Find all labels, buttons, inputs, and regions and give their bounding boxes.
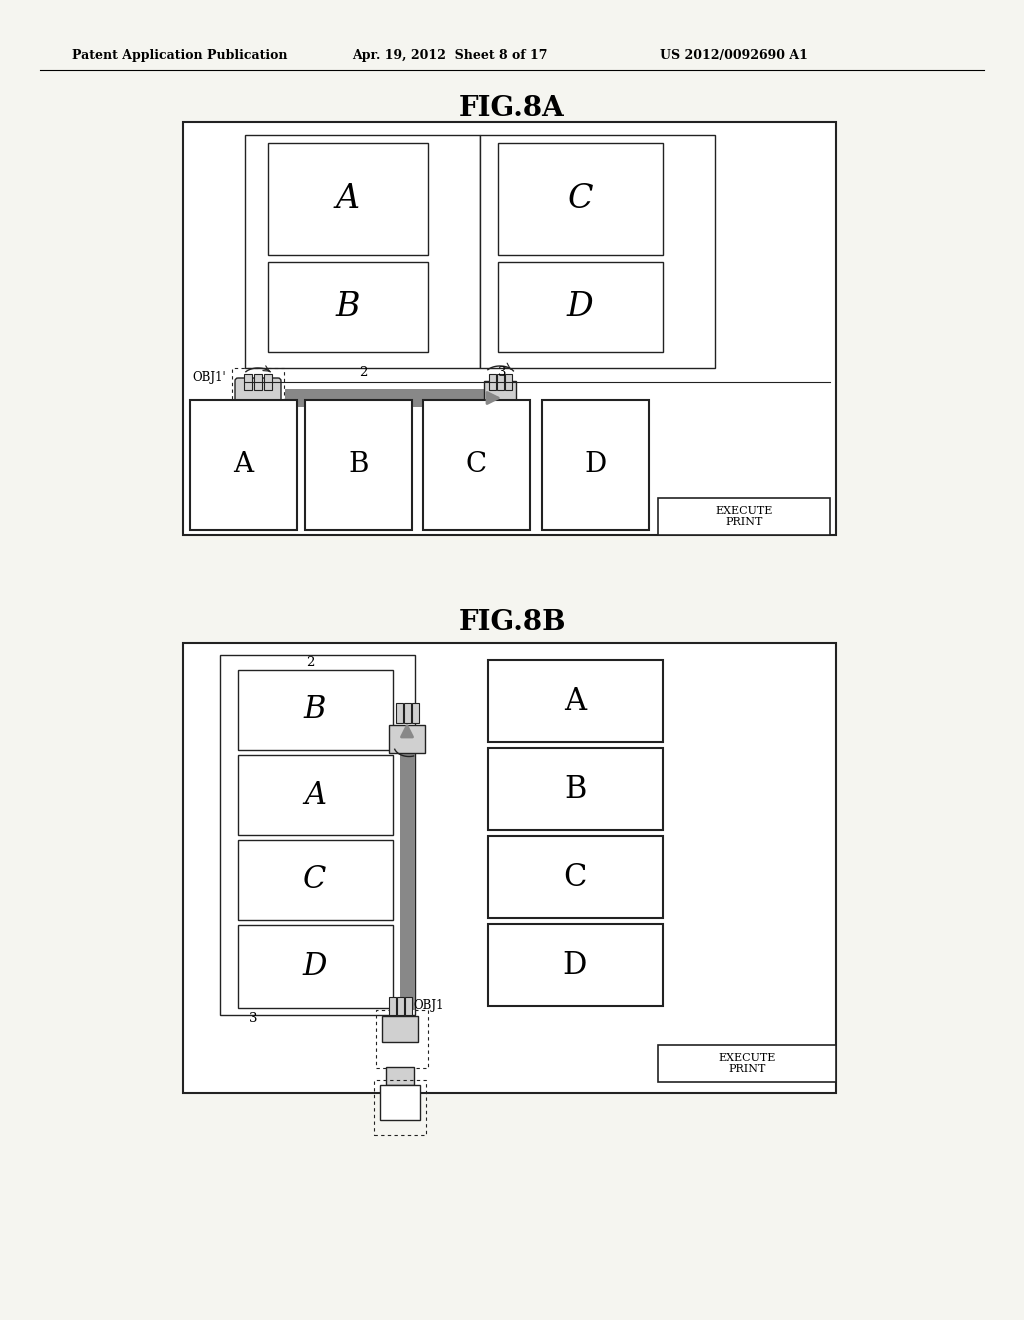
- Bar: [245, 135, 480, 368]
- Text: A: A: [336, 183, 360, 215]
- Bar: [505, 374, 512, 389]
- Text: B: B: [336, 290, 360, 323]
- Text: 3: 3: [498, 367, 507, 380]
- Text: D: D: [566, 290, 593, 323]
- Bar: [498, 261, 663, 352]
- Bar: [484, 381, 516, 409]
- Bar: [406, 997, 412, 1015]
- Bar: [183, 121, 836, 535]
- Bar: [397, 997, 404, 1015]
- Bar: [238, 840, 393, 920]
- Bar: [232, 368, 284, 422]
- Bar: [488, 836, 663, 917]
- Bar: [220, 655, 415, 1015]
- Bar: [488, 924, 663, 1006]
- Text: 3: 3: [249, 1011, 257, 1024]
- Text: Patent Application Publication: Patent Application Publication: [72, 49, 288, 62]
- Bar: [238, 925, 393, 1008]
- Text: C: C: [567, 183, 593, 215]
- Text: OBJ1: OBJ1: [413, 998, 443, 1011]
- Bar: [238, 671, 393, 750]
- Text: FIG.8B: FIG.8B: [459, 609, 565, 635]
- Bar: [374, 1080, 426, 1135]
- Text: 2: 2: [358, 367, 368, 380]
- Bar: [389, 725, 425, 752]
- Text: Apr. 19, 2012  Sheet 8 of 17: Apr. 19, 2012 Sheet 8 of 17: [352, 49, 548, 62]
- Bar: [190, 400, 297, 531]
- Bar: [389, 997, 396, 1015]
- Text: B: B: [564, 774, 586, 804]
- FancyBboxPatch shape: [234, 378, 281, 412]
- Bar: [658, 1045, 836, 1082]
- Bar: [488, 748, 663, 830]
- Bar: [399, 725, 415, 1010]
- Bar: [498, 143, 663, 255]
- Bar: [376, 1010, 428, 1068]
- Text: A: A: [304, 780, 326, 810]
- Text: EXECUTE
PRINT: EXECUTE PRINT: [716, 506, 773, 527]
- Text: A: A: [564, 685, 586, 717]
- Bar: [244, 374, 252, 389]
- Bar: [285, 389, 488, 407]
- Bar: [396, 704, 403, 723]
- Bar: [264, 374, 272, 389]
- Bar: [183, 643, 836, 1093]
- Bar: [404, 704, 411, 723]
- Bar: [305, 400, 412, 531]
- Bar: [412, 704, 419, 723]
- Text: B: B: [348, 451, 369, 479]
- Bar: [497, 374, 504, 389]
- Text: OBJ1': OBJ1': [193, 371, 225, 384]
- Text: B: B: [304, 694, 327, 726]
- Text: A: A: [233, 451, 254, 479]
- Bar: [268, 143, 428, 255]
- Text: C: C: [466, 451, 487, 479]
- Bar: [380, 1085, 420, 1119]
- Text: US 2012/0092690 A1: US 2012/0092690 A1: [660, 49, 808, 62]
- Bar: [489, 374, 496, 389]
- Bar: [382, 1016, 418, 1041]
- Bar: [386, 1067, 414, 1085]
- Bar: [488, 660, 663, 742]
- Bar: [268, 261, 428, 352]
- Bar: [658, 498, 830, 535]
- Bar: [542, 400, 649, 531]
- Text: D: D: [303, 950, 328, 982]
- Bar: [238, 755, 393, 836]
- Text: FIG.8A: FIG.8A: [459, 95, 565, 121]
- Bar: [254, 374, 262, 389]
- Bar: [480, 135, 715, 368]
- Text: C: C: [303, 865, 327, 895]
- Text: 2: 2: [306, 656, 314, 668]
- Text: C: C: [563, 862, 587, 892]
- Text: D: D: [563, 949, 587, 981]
- Text: EXECUTE
PRINT: EXECUTE PRINT: [718, 1053, 776, 1074]
- Text: D: D: [585, 451, 606, 479]
- Bar: [238, 381, 278, 409]
- Bar: [423, 400, 530, 531]
